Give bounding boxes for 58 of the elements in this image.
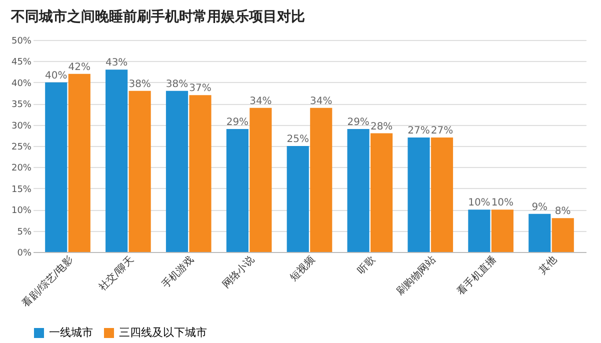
- text: 37%: [189, 83, 212, 94]
- bar: [68, 74, 90, 252]
- x-tick-label: 听歌: [355, 254, 378, 276]
- bar: [430, 138, 454, 252]
- text: 10%: [491, 198, 514, 209]
- x-tick-label: 短视频: [288, 254, 318, 284]
- bar: [310, 108, 332, 252]
- text: 38%: [166, 78, 188, 90]
- y-tick-label: 20%: [11, 164, 32, 174]
- y-tick-label: 30%: [11, 121, 32, 132]
- bar: [528, 214, 551, 252]
- bar: [286, 146, 309, 252]
- text: 34%: [250, 96, 272, 107]
- x-tick-label: 刷购物网站: [394, 254, 438, 298]
- x-tick-label: 手机游戏: [160, 254, 196, 291]
- bar: [250, 108, 272, 252]
- bar: [468, 210, 490, 252]
- bar: [128, 90, 151, 252]
- text: 29%: [226, 117, 249, 128]
- text: 38%: [128, 78, 151, 90]
- y-tick-label: 50%: [11, 36, 32, 46]
- bar: [370, 133, 393, 252]
- text: 40%: [45, 70, 68, 82]
- y-tick-label: 45%: [11, 58, 32, 68]
- bar: [166, 90, 188, 252]
- text: 43%: [105, 58, 128, 69]
- bar: [226, 129, 248, 252]
- y-tick-label: 5%: [17, 227, 32, 238]
- text: 27%: [430, 126, 454, 137]
- text: 9%: [532, 202, 548, 213]
- text: 28%: [370, 121, 393, 132]
- y-tick-label: 40%: [11, 78, 32, 89]
- bar: [408, 138, 430, 252]
- y-tick-label: 15%: [11, 184, 32, 195]
- y-tick-label: 10%: [11, 206, 32, 216]
- text: 8%: [554, 206, 571, 218]
- x-tick-label: 社交/聊天: [96, 254, 136, 293]
- bar: [552, 218, 574, 252]
- y-tick-label: 25%: [11, 142, 32, 152]
- text: 34%: [310, 96, 332, 107]
- bar: [45, 82, 68, 252]
- text: 27%: [408, 126, 430, 137]
- y-tick-label: 0%: [17, 248, 32, 258]
- legend-label: 三四线及以下城市: [119, 326, 207, 339]
- x-tick-label: 看手机直播: [454, 254, 499, 298]
- x-tick-label: 其他: [536, 254, 560, 276]
- text: 10%: [468, 198, 490, 209]
- bar: [347, 129, 370, 252]
- text: 29%: [347, 117, 370, 128]
- text: 42%: [68, 62, 90, 73]
- legend-label: 一线城市: [49, 326, 93, 339]
- chart-title: 不同城市之间晚睡前刷手机时常用娱乐项目对比: [10, 8, 305, 25]
- text: 25%: [286, 134, 309, 145]
- bar: [106, 70, 128, 252]
- x-tick-label: 网络小说: [220, 254, 257, 291]
- bar: [491, 210, 514, 252]
- y-tick-label: 35%: [11, 100, 32, 110]
- bar: [189, 95, 212, 252]
